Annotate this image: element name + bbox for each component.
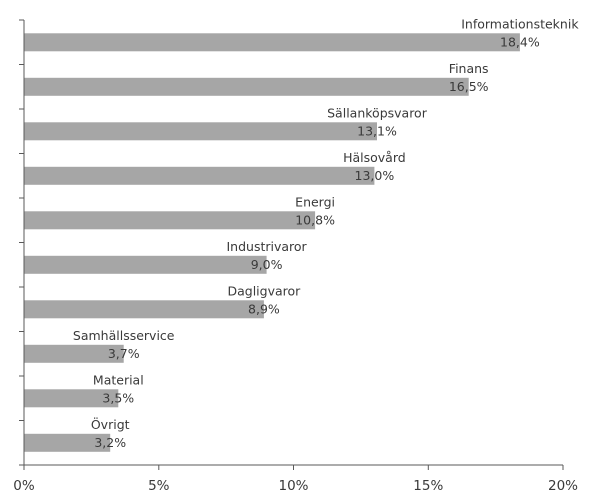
category-label-5: Energi <box>295 194 335 209</box>
bar-1 <box>24 33 520 52</box>
value-label-4: 13,0% <box>355 168 395 183</box>
category-label-10: Övrigt <box>91 416 130 432</box>
category-label-6: Industrivaror <box>226 239 307 254</box>
category-label-1: Informationsteknik <box>461 16 579 31</box>
category-label-2: Finans <box>449 61 489 76</box>
value-label-1: 18,4% <box>500 34 540 49</box>
x-tick-label-1: 5% <box>148 478 170 494</box>
bar-8 <box>24 344 124 363</box>
category-label-8: Samhällsservice <box>73 328 175 343</box>
bar-7 <box>24 300 264 319</box>
value-label-3: 13,1% <box>357 123 397 138</box>
labels-layer: Informationsteknik 18,4% Finans 16,5% Sällan… <box>73 16 579 450</box>
x-tick-label-4: 20% <box>548 478 578 494</box>
bar-9 <box>24 389 119 408</box>
category-label-3: Sällanköpsvaror <box>327 105 428 120</box>
bar-6 <box>24 255 267 274</box>
category-label-4: Hälsovård <box>343 150 406 165</box>
bar-5 <box>24 211 316 230</box>
category-label-7: Dagligvaror <box>227 283 301 298</box>
bar-4 <box>24 166 375 185</box>
value-label-7: 8,9% <box>248 301 280 316</box>
value-label-9: 3,5% <box>102 390 134 405</box>
bars-layer <box>24 33 520 452</box>
value-label-8: 3,7% <box>108 346 140 361</box>
value-label-10: 3,2% <box>94 435 126 450</box>
bar-3 <box>24 122 377 141</box>
value-label-6: 9,0% <box>251 257 283 272</box>
x-tick-label-2: 10% <box>278 478 308 494</box>
value-label-5: 10,8% <box>295 212 335 227</box>
axes-layer: 0% 5% 10% 15% 20% <box>13 19 578 494</box>
category-label-9: Material <box>93 372 144 387</box>
bar-10 <box>24 433 111 452</box>
x-tick-label-0: 0% <box>13 478 35 494</box>
value-label-2: 16,5% <box>449 79 489 94</box>
bar-2 <box>24 77 469 96</box>
x-tick-label-3: 15% <box>413 478 443 494</box>
